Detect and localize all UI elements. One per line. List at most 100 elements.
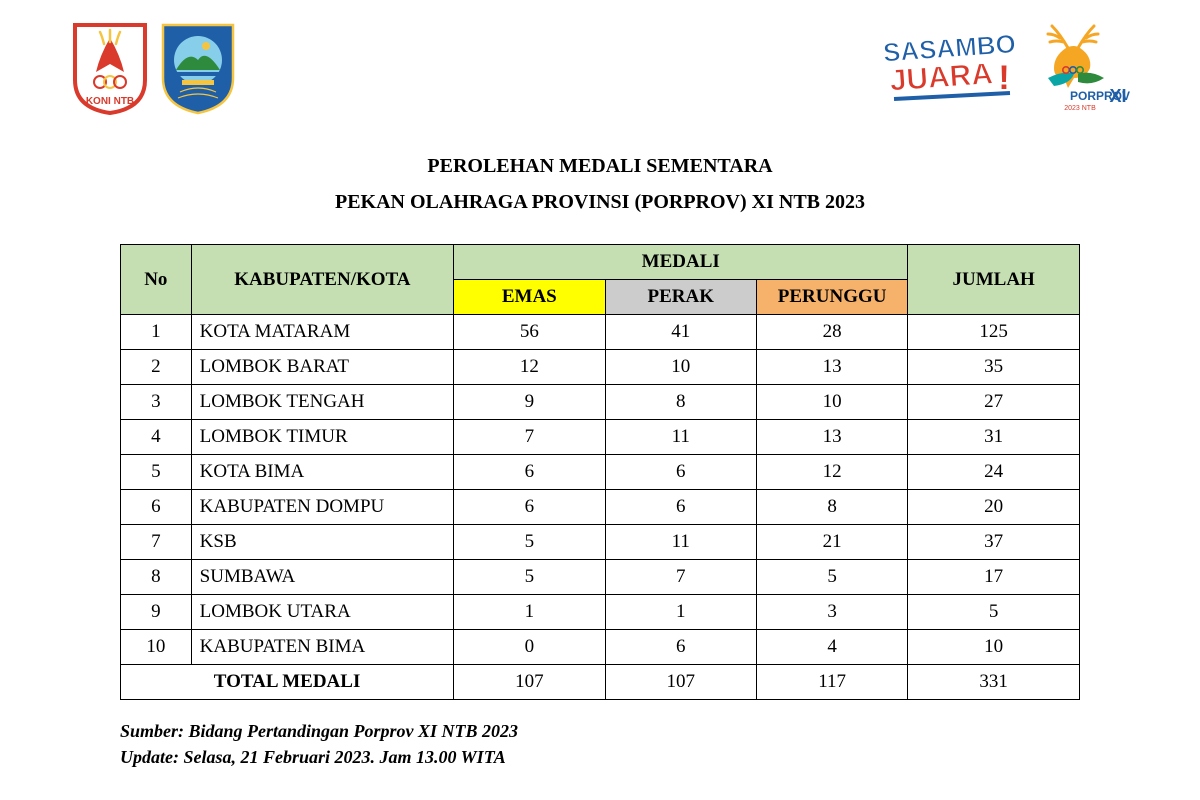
cell-total: 17 [908,560,1080,595]
table-total-row: TOTAL MEDALI107107117331 [121,665,1080,700]
cell-no: 10 [121,630,192,665]
table-row: 9LOMBOK UTARA1135 [121,595,1080,630]
cell-silver: 11 [605,420,756,455]
cell-gold: 5 [454,560,605,595]
cell-bronze: 13 [756,350,907,385]
title-line-1: PEROLEHAN MEDALI SEMENTARA [70,148,1130,184]
cell-bronze: 12 [756,455,907,490]
th-silver: PERAK [605,280,756,315]
cell-bronze: 28 [756,315,907,350]
cell-total: 10 [908,630,1080,665]
koni-ntb-logo-icon: KONI NTB [70,20,150,120]
svg-text:XI: XI [1109,86,1126,106]
svg-text:JUARA: JUARA [889,57,994,97]
title-line-2: PEKAN OLAHRAGA PROVINSI (PORPROV) XI NTB… [70,184,1130,220]
cell-name: LOMBOK TIMUR [191,420,453,455]
cell-gold: 5 [454,525,605,560]
cell-silver: 7 [605,560,756,595]
cell-total-label: TOTAL MEDALI [121,665,454,700]
cell-bronze: 5 [756,560,907,595]
cell-gold: 6 [454,455,605,490]
ntb-province-logo-icon [158,20,238,120]
cell-name: KABUPATEN DOMPU [191,490,453,525]
cell-silver: 6 [605,455,756,490]
cell-name: LOMBOK TENGAH [191,385,453,420]
th-medal: MEDALI [454,245,908,280]
cell-total: 20 [908,490,1080,525]
cell-no: 2 [121,350,192,385]
cell-no: 7 [121,525,192,560]
cell-gold: 6 [454,490,605,525]
cell-silver: 6 [605,630,756,665]
cell-name: KABUPATEN BIMA [191,630,453,665]
koni-text: KONI NTB [86,96,134,107]
cell-total: 37 [908,525,1080,560]
cell-no: 1 [121,315,192,350]
cell-silver: 41 [605,315,756,350]
cell-total: 5 [908,595,1080,630]
cell-silver: 11 [605,525,756,560]
table-row: 1KOTA MATARAM564128125 [121,315,1080,350]
th-total: JUMLAH [908,245,1080,315]
th-region: KABUPATEN/KOTA [191,245,453,315]
footer-update: Update: Selasa, 21 Februari 2023. Jam 13… [120,744,1130,770]
medal-table: No KABUPATEN/KOTA MEDALI JUMLAH EMAS PER… [120,244,1080,700]
footer-block: Sumber: Bidang Pertandingan Porprov XI N… [120,718,1130,770]
table-row: 7KSB5112137 [121,525,1080,560]
cell-name: LOMBOK UTARA [191,595,453,630]
table-row: 6KABUPATEN DOMPU66820 [121,490,1080,525]
cell-total-bronze: 117 [756,665,907,700]
cell-bronze: 8 [756,490,907,525]
th-no: No [121,245,192,315]
cell-total: 31 [908,420,1080,455]
cell-bronze: 13 [756,420,907,455]
cell-total: 27 [908,385,1080,420]
cell-bronze: 21 [756,525,907,560]
table-row: 2LOMBOK BARAT12101335 [121,350,1080,385]
cell-name: LOMBOK BARAT [191,350,453,385]
table-row: 3LOMBOK TENGAH981027 [121,385,1080,420]
title-block: PEROLEHAN MEDALI SEMENTARA PEKAN OLAHRAG… [70,148,1130,220]
cell-grand-total: 331 [908,665,1080,700]
th-gold: EMAS [454,280,605,315]
table-row: 4LOMBOK TIMUR7111331 [121,420,1080,455]
cell-total: 125 [908,315,1080,350]
cell-bronze: 10 [756,385,907,420]
cell-total: 35 [908,350,1080,385]
cell-total: 24 [908,455,1080,490]
cell-no: 4 [121,420,192,455]
cell-silver: 1 [605,595,756,630]
cell-name: KOTA MATARAM [191,315,453,350]
cell-gold: 7 [454,420,605,455]
cell-no: 8 [121,560,192,595]
porprov-xi-logo-icon: PORPROV XI 2023 NTB [1030,20,1130,120]
cell-gold: 1 [454,595,605,630]
cell-total-gold: 107 [454,665,605,700]
footer-source: Sumber: Bidang Pertandingan Porprov XI N… [120,718,1130,744]
table-row: 5KOTA BIMA661224 [121,455,1080,490]
cell-bronze: 3 [756,595,907,630]
table-row: 8SUMBAWA57517 [121,560,1080,595]
cell-gold: 12 [454,350,605,385]
cell-gold: 9 [454,385,605,420]
cell-gold: 0 [454,630,605,665]
cell-no: 9 [121,595,192,630]
cell-no: 3 [121,385,192,420]
cell-silver: 6 [605,490,756,525]
left-logo-group: KONI NTB [70,20,238,120]
cell-total-silver: 107 [605,665,756,700]
cell-name: KOTA BIMA [191,455,453,490]
table-row: 10KABUPATEN BIMA06410 [121,630,1080,665]
cell-name: KSB [191,525,453,560]
th-bronze: PERUNGGU [756,280,907,315]
cell-silver: 10 [605,350,756,385]
header-logos: KONI NTB SASA [70,20,1130,120]
cell-silver: 8 [605,385,756,420]
cell-bronze: 4 [756,630,907,665]
svg-text:2023 NTB: 2023 NTB [1064,105,1096,112]
right-logo-group: SASAMBO JUARA ! [882,20,1130,120]
cell-name: SUMBAWA [191,560,453,595]
cell-gold: 56 [454,315,605,350]
cell-no: 6 [121,490,192,525]
sasambo-juara-logo-icon: SASAMBO JUARA ! [882,25,1022,115]
